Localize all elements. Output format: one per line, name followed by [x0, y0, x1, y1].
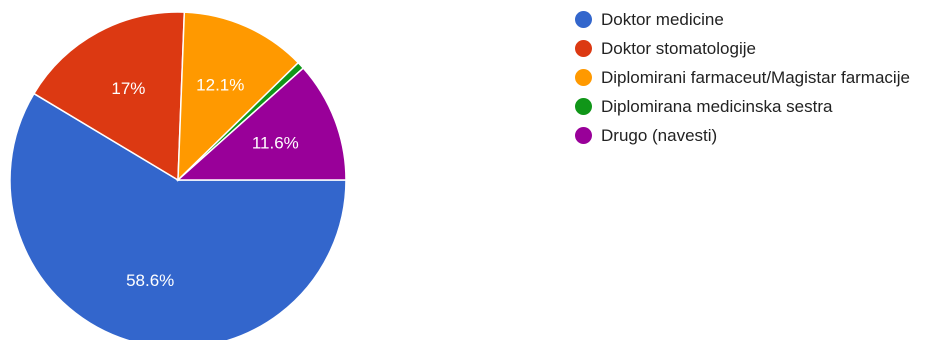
slice-value-label: 12.1%	[196, 75, 244, 94]
chart-legend: Doktor medicine Doktor stomatologije Diplo…	[572, 8, 932, 153]
pie-slice-4[interactable]	[176, 67, 347, 181]
legend-swatch-icon	[575, 127, 592, 144]
slice-value-label: 11.6%	[252, 133, 299, 152]
legend-label: Doktor medicine	[601, 10, 724, 29]
legend-swatch-icon	[575, 11, 592, 28]
legend-item[interactable]: Doktor stomatologije	[572, 37, 932, 60]
legend-label: Doktor stomatologije	[601, 39, 756, 58]
legend-swatch-icon	[575, 98, 592, 115]
legend-label: Diplomirani farmaceut/Magistar farmacije	[601, 68, 910, 87]
legend-swatch-icon	[575, 40, 592, 57]
pie-slice-0[interactable]	[9, 92, 347, 340]
legend-item[interactable]: Diplomirana medicinska sestra	[572, 95, 932, 118]
legend-item[interactable]: Doktor medicine	[572, 8, 932, 31]
legend-swatch-icon	[575, 69, 592, 86]
pie-slice-2[interactable]	[177, 11, 300, 182]
pie-slice-1[interactable]	[32, 11, 186, 182]
legend-item[interactable]: Drugo (navesti)	[572, 124, 932, 147]
legend-item[interactable]: Diplomirani farmaceut/Magistar farmacije	[572, 66, 932, 89]
legend-label: Diplomirana medicinska sestra	[601, 97, 833, 116]
legend-label: Drugo (navesti)	[601, 126, 718, 145]
slice-value-label: 17%	[111, 79, 145, 98]
slice-value-label: 58.6%	[126, 271, 174, 290]
